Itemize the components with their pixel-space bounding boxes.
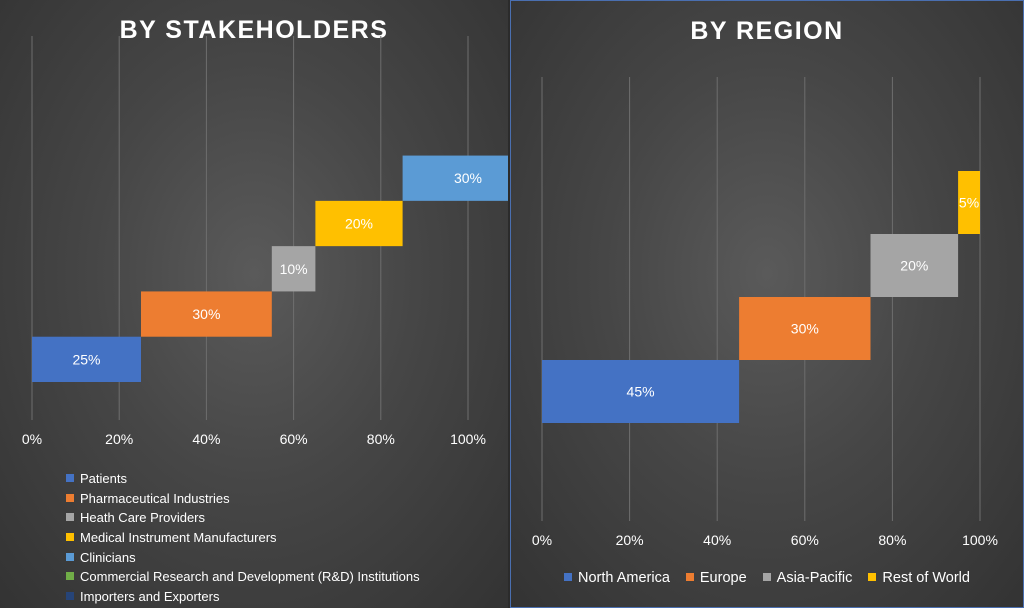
stakeholders-legend-item: Commercial Research and Development (R&D… [66,569,420,589]
stakeholders-bar-segment [141,291,272,337]
stakeholders-legend-label: Importers and Exporters [80,589,220,605]
stakeholders-legend-item: Importers and Exporters [66,589,420,608]
stakeholders-legend-swatch [66,513,74,522]
stakeholders-data-label: 30% [454,170,482,186]
stakeholders-legend-swatch [66,552,74,561]
stakeholders-bar-segment [402,155,508,201]
region-legend-item: Rest of World [868,569,970,587]
region-legend-swatch [762,573,771,581]
stakeholders-legend-swatch [66,592,74,601]
stakeholders-legend-swatch [66,474,74,482]
stakeholders-x-tick-label: 100% [450,431,486,447]
region-legend: North America Europe Asia-Pacific Rest of W… [511,569,1023,587]
region-legend-label: Asia-Pacific [776,570,853,586]
region-data-label: 5% [959,195,979,211]
stakeholders-legend-label: Pharmaceutical Industries [80,490,230,506]
stakeholders-legend-label: Heath Care Providers [80,510,205,526]
region-bar-segment [870,234,959,297]
region-chart-svg: 0% 20% 40% 60% 80% 100% 45% 30% 20% 5% [532,77,998,548]
region-x-tick-label: 60% [791,532,819,548]
region-legend-item: Europe [685,569,747,587]
region-legend-item: North America [564,569,670,587]
stakeholders-data-label: 25% [72,351,100,367]
region-bar-segment [739,297,871,360]
stakeholders-x-tick-label: 40% [192,431,220,447]
region-data-label: 45% [627,384,655,400]
stakeholders-bar-segment [315,200,403,247]
region-x-tick-label: 80% [878,532,906,548]
stakeholders-legend-label: Patients [80,471,127,486]
stakeholders-legend: Patients Pharmaceutical Industries Heath C… [66,471,420,608]
region-legend-swatch [868,573,877,581]
region-legend-item: Asia-Pacific [762,569,853,587]
region-x-tick-label: 40% [703,532,731,548]
stakeholders-x-tick-label: 80% [367,431,395,447]
stakeholders-legend-label: Medical Instrument Manufacturers [80,530,277,546]
stakeholders-legend-label: Clinicians [80,549,136,565]
region-bar-segment [958,171,980,234]
region-bar-segment [542,360,740,423]
stakeholders-legend-item: Heath Care Providers [66,510,420,530]
stakeholders-x-tick-label: 60% [280,431,308,447]
region-legend-swatch [685,573,694,581]
stakeholders-legend-item: Clinicians [66,550,420,570]
stakeholders-x-tick-label: 0% [22,431,42,447]
stakeholders-x-tick-label: 20% [105,431,133,447]
stakeholders-legend-label: Commercial Research and Development (R&D… [80,569,420,585]
region-x-tick-label: 20% [616,532,644,548]
region-chart-title: BY REGION [690,17,844,45]
stakeholders-bar-segment [32,336,141,382]
stakeholders-data-label: 10% [280,261,308,277]
region-x-tick-label: 100% [962,532,998,548]
region-legend-label: Rest of World [882,570,970,586]
stakeholders-legend-swatch [66,493,74,502]
region-data-label: 30% [791,321,819,337]
region-chart-panel: BY REGION 0% 20% 40% 60% 80% 100% 45% 30% 20% 5% … [510,0,1024,608]
region-legend-swatch [564,573,573,581]
stakeholders-data-label: 20% [345,216,373,232]
stakeholders-chart-title: BY STAKEHOLDERS [119,16,389,44]
region-data-label: 20% [900,258,928,274]
stakeholders-legend-item: Patients [66,471,420,491]
stakeholders-bar-segment [271,246,316,292]
stakeholders-data-label: 30% [192,306,220,322]
stakeholders-chart-panel: BY STAKEHOLDERS 0% 20% 40% 60% 80% 100% 25% 30%… [0,0,508,608]
region-legend-label: North America [578,570,670,586]
region-legend-label: Europe [699,570,747,586]
stakeholders-legend-item: Medical Instrument Manufacturers [66,530,420,550]
stakeholders-chart-svg: 0%20%40%60%80%100%25%30%10%20%30%5%35% [22,36,508,447]
stakeholders-legend-swatch [66,533,74,542]
stakeholders-legend-item: Pharmaceutical Industries [66,491,420,511]
region-x-tick-label: 0% [532,532,552,548]
stakeholders-legend-swatch [66,572,74,581]
